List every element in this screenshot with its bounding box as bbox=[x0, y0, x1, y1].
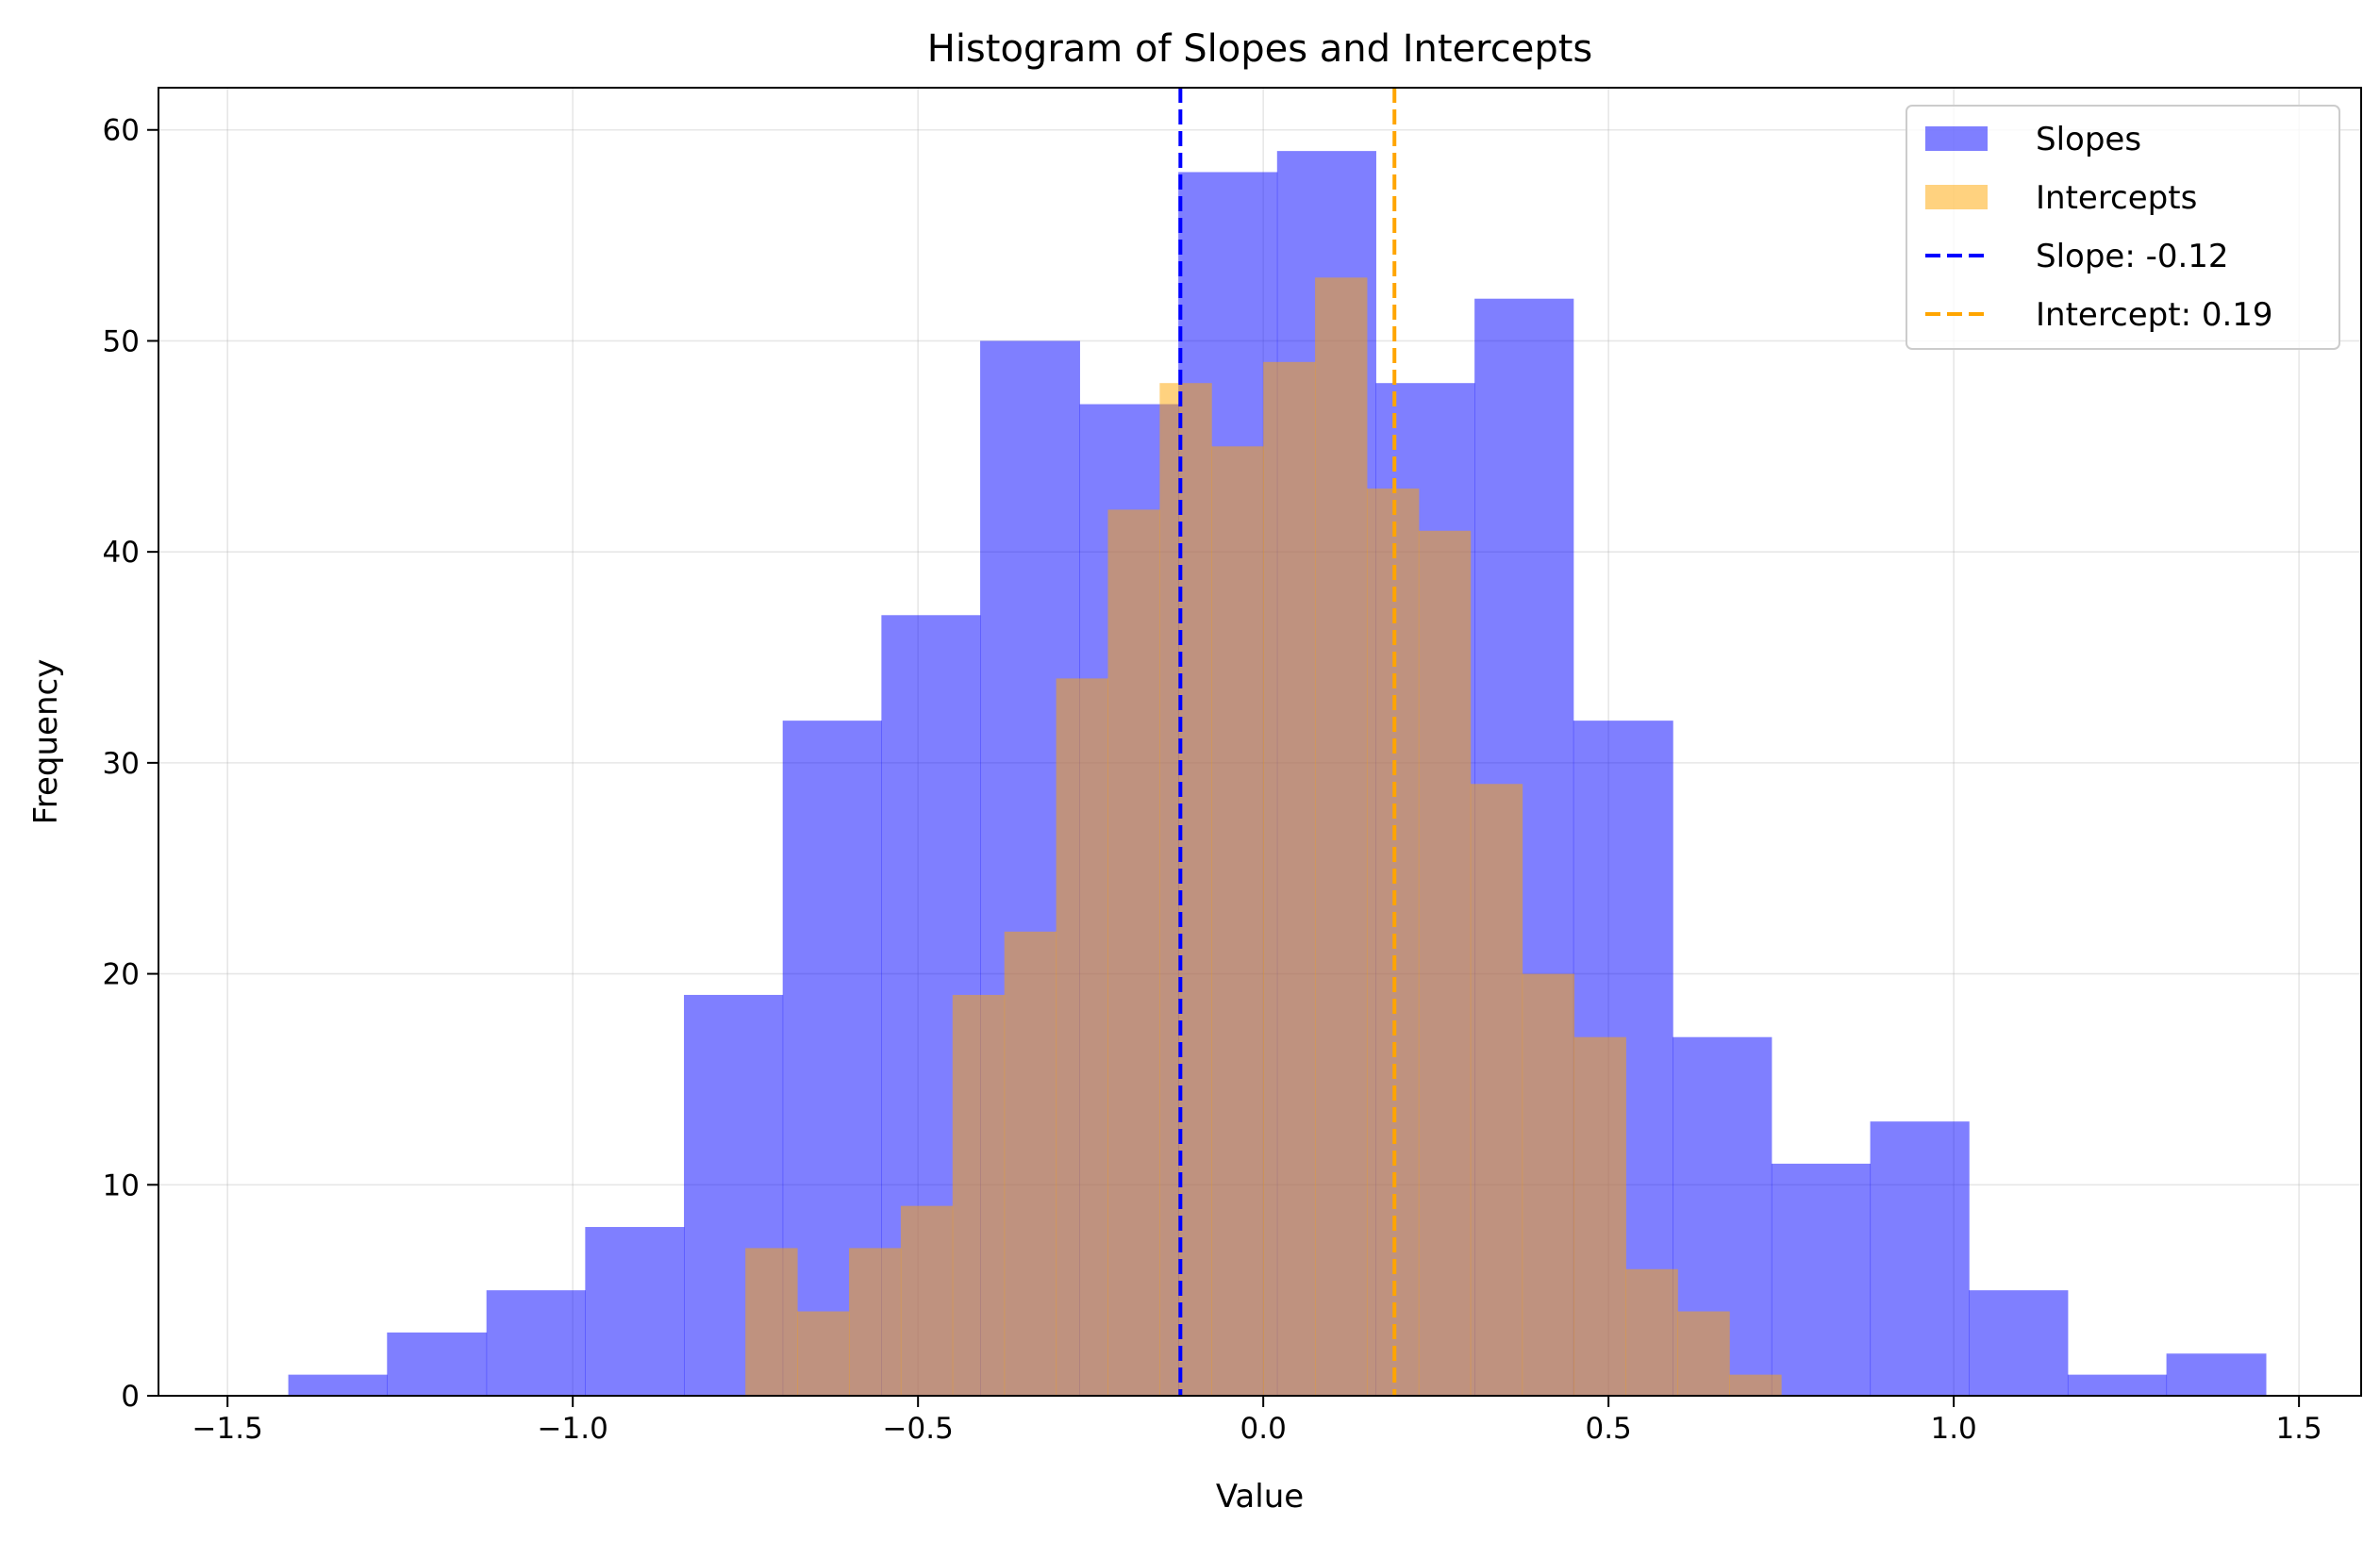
y-tick-label: 50 bbox=[103, 324, 140, 358]
y-tick-label: 0 bbox=[121, 1380, 140, 1414]
histogram-bar bbox=[797, 1311, 850, 1396]
series-intercepts bbox=[745, 277, 1782, 1397]
plot-frame bbox=[158, 87, 2362, 1397]
y-tick-label: 30 bbox=[103, 747, 140, 781]
y-tick-label: 20 bbox=[103, 958, 140, 992]
histogram-bar bbox=[1870, 1121, 1970, 1396]
chart-title: Histogram of Slopes and Intercepts bbox=[927, 27, 1593, 71]
histogram-bar bbox=[1677, 1311, 1730, 1396]
histogram-bar bbox=[952, 994, 1006, 1396]
y-axis-label: Frequency bbox=[27, 659, 65, 825]
legend-swatch bbox=[1925, 126, 1988, 151]
histogram-bar bbox=[1211, 446, 1264, 1396]
histogram-bar bbox=[2166, 1353, 2267, 1396]
histogram-bar bbox=[387, 1332, 488, 1396]
histogram-bar bbox=[1159, 383, 1212, 1396]
histogram-bar bbox=[1771, 1163, 1872, 1396]
y-tick-label: 10 bbox=[103, 1168, 140, 1202]
histogram-bar bbox=[1625, 1268, 1678, 1396]
histogram-bar bbox=[1729, 1374, 1782, 1396]
histogram-bar bbox=[1418, 530, 1472, 1396]
legend-label: Intercepts bbox=[2036, 179, 2197, 217]
histogram-bars bbox=[288, 151, 2267, 1397]
histogram-bar bbox=[848, 1248, 902, 1396]
histogram-bar bbox=[1315, 277, 1368, 1396]
x-tick-label: 0.0 bbox=[1240, 1412, 1287, 1446]
histogram-bar bbox=[1263, 361, 1316, 1397]
histogram-bar bbox=[1522, 973, 1575, 1396]
histogram-bar bbox=[1107, 509, 1160, 1396]
histogram-bar bbox=[900, 1205, 954, 1396]
legend-label: Slope: -0.12 bbox=[2036, 238, 2229, 275]
histogram-bar bbox=[1004, 931, 1057, 1396]
histogram-bar bbox=[2067, 1374, 2168, 1396]
x-tick-label: −1.5 bbox=[192, 1412, 263, 1446]
histogram-bar bbox=[1470, 784, 1523, 1396]
histogram-bar bbox=[288, 1374, 388, 1396]
legend: Slopes Intercepts Slope: -0.12 Intercept: 0… bbox=[1906, 105, 2340, 350]
axis-ticks: −1.5 −1.0 −0.5 0.0 0.5 1.0 1.5 0 10 20 30 40 50 60 bbox=[103, 114, 2322, 1446]
y-tick-label: 60 bbox=[103, 114, 140, 148]
x-tick-label: 1.0 bbox=[1930, 1412, 1976, 1446]
x-axis-label: Value bbox=[1216, 1478, 1304, 1516]
histogram-bar bbox=[745, 1248, 798, 1396]
histogram-bar bbox=[1573, 1036, 1626, 1396]
histogram-bar bbox=[585, 1227, 685, 1396]
legend-box bbox=[1906, 105, 2340, 350]
x-tick-label: −0.5 bbox=[883, 1412, 954, 1446]
y-tick-label: 40 bbox=[103, 536, 140, 570]
histogram-bar bbox=[1969, 1290, 2069, 1396]
legend-label: Intercept: 0.19 bbox=[2036, 296, 2273, 334]
x-tick-label: 0.5 bbox=[1585, 1412, 1631, 1446]
legend-label: Slopes bbox=[2036, 121, 2141, 158]
legend-swatch bbox=[1925, 185, 1988, 209]
histogram-bar bbox=[1056, 678, 1108, 1396]
histogram-bar bbox=[486, 1290, 586, 1396]
x-tick-label: −1.0 bbox=[538, 1412, 608, 1446]
reference-lines bbox=[1178, 88, 1397, 1396]
x-tick-label: 1.5 bbox=[2275, 1412, 2322, 1446]
